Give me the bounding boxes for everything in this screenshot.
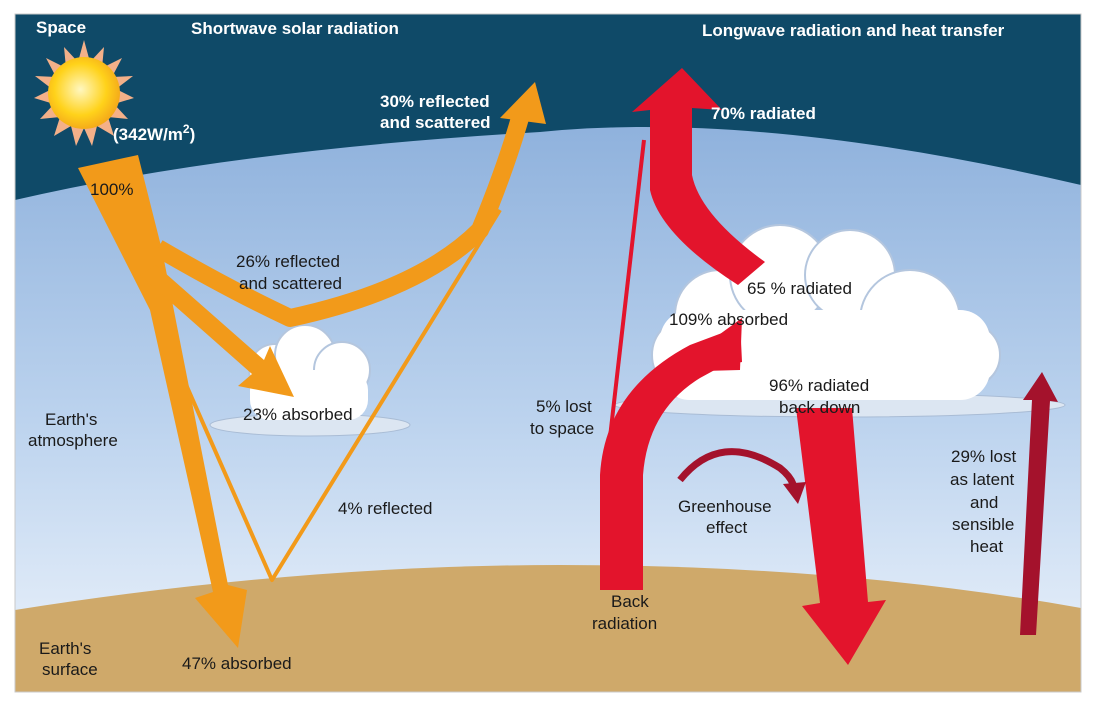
incoming-solar-beam bbox=[78, 155, 247, 648]
lost-29-label-line3: and bbox=[970, 493, 998, 512]
shortwave-arrows bbox=[78, 82, 546, 648]
reflected-30-label-line1: 30% reflected bbox=[380, 92, 490, 111]
sun-icon bbox=[34, 40, 134, 146]
radiated-96-label-line2: back down bbox=[779, 398, 860, 417]
space-band bbox=[15, 14, 1081, 200]
lost-5-label-line2: to space bbox=[530, 419, 594, 438]
lost-29-label-line4: sensible bbox=[952, 515, 1014, 534]
radiated-65-label: 65 % radiated bbox=[747, 279, 852, 298]
absorbed-23-label: 23% absorbed bbox=[243, 405, 353, 424]
lost-29-label-line2: as latent bbox=[950, 470, 1015, 489]
greenhouse-label-line1: Greenhouse bbox=[678, 497, 772, 516]
solar-input-label: (342W/m2) bbox=[113, 122, 195, 144]
earth-surface bbox=[15, 565, 1081, 692]
absorbed-23-arrow bbox=[140, 265, 294, 397]
radiated-70-arrow bbox=[632, 68, 765, 285]
radiated-70-label: 70% radiated bbox=[711, 104, 816, 123]
lost-29-label-line1: 29% lost bbox=[951, 447, 1016, 466]
reflected-26-label-line1: 26% reflected bbox=[236, 252, 340, 271]
greenhouse-label-line2: effect bbox=[706, 518, 748, 537]
surface-label-line1: Earth's bbox=[39, 639, 91, 658]
shortwave-header: Shortwave solar radiation bbox=[191, 19, 399, 38]
reflected-26-label-line2: and scattered bbox=[239, 274, 342, 293]
cloud-large-icon bbox=[614, 224, 1066, 418]
atmosphere-label-line1: Earth's bbox=[45, 410, 97, 429]
longwave-header: Longwave radiation and heat transfer bbox=[702, 21, 1005, 40]
atmosphere-label-line2: atmosphere bbox=[28, 431, 118, 450]
reflected-26-arrow bbox=[153, 115, 529, 327]
absorbed-109-label: 109% absorbed bbox=[669, 310, 788, 329]
reflected-4-label: 4% reflected bbox=[338, 499, 433, 518]
reflected-30-label-line2: and scattered bbox=[380, 113, 491, 132]
lost-29-label-line5: heat bbox=[970, 537, 1003, 556]
diagram-frame bbox=[14, 13, 1082, 693]
longwave-arrows bbox=[600, 68, 1058, 665]
surface-label-line2: surface bbox=[42, 660, 98, 679]
back-radiation-arrow bbox=[600, 320, 742, 590]
greenhouse-effect-arrow bbox=[677, 448, 797, 486]
cloud-small-icon bbox=[209, 324, 411, 437]
pct-100-label: 100% bbox=[90, 180, 133, 199]
absorbed-47-label: 47% absorbed bbox=[182, 654, 292, 673]
reflected-30-arrowhead bbox=[500, 82, 546, 124]
lost-5-label-line1: 5% lost bbox=[536, 397, 592, 416]
radiated-96-label-line1: 96% radiated bbox=[769, 376, 869, 395]
space-label: Space bbox=[36, 18, 86, 37]
back-radiation-label-line1: Back bbox=[611, 592, 649, 611]
latent-heat-arrow bbox=[1020, 372, 1058, 635]
radiated-96-arrow bbox=[796, 408, 886, 665]
back-radiation-label-line2: radiation bbox=[592, 614, 657, 633]
